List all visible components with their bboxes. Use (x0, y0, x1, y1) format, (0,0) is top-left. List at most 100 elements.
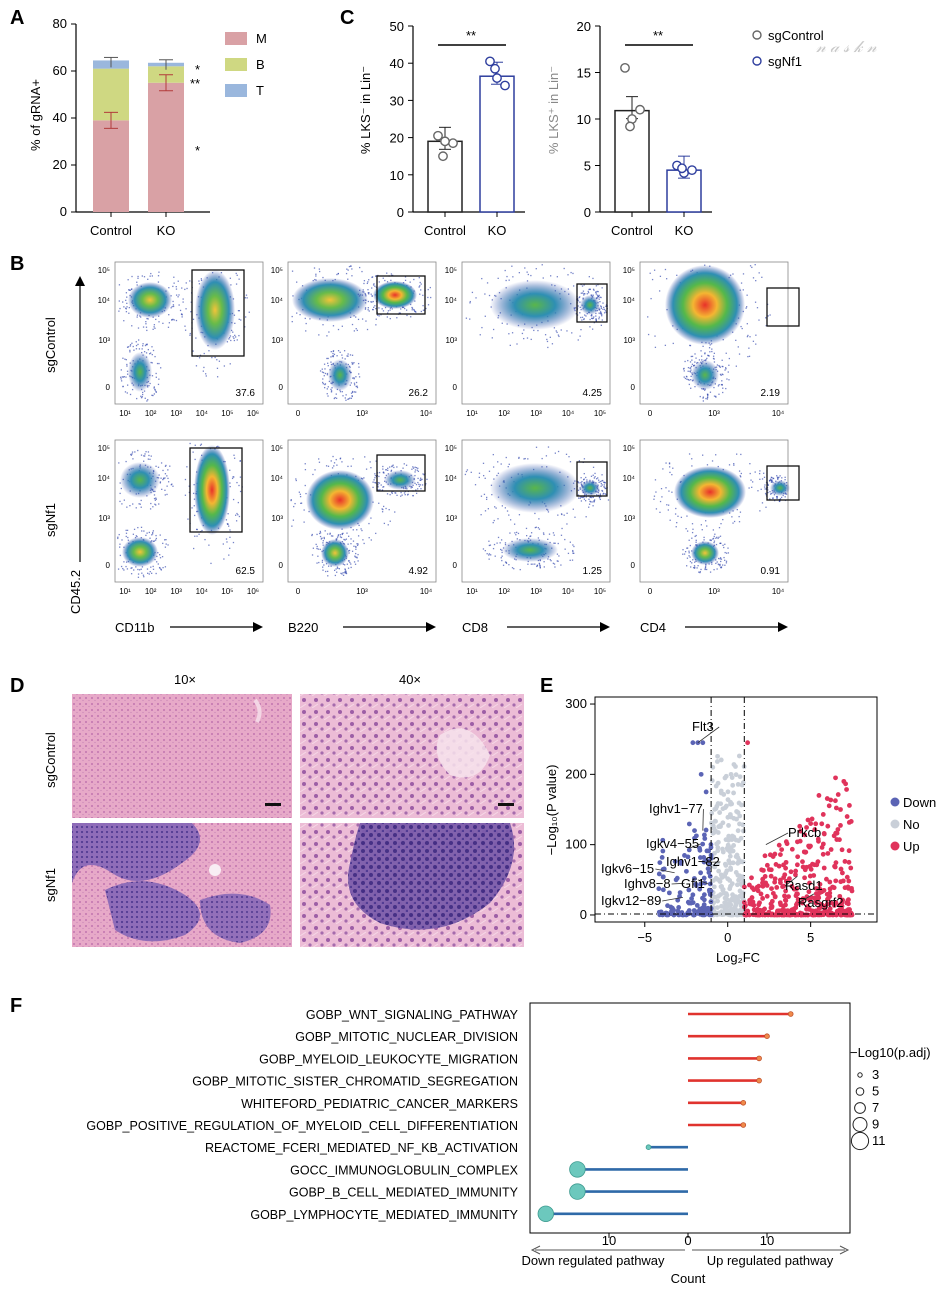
volcano-point-up (788, 869, 794, 875)
flow-event (147, 451, 150, 453)
flow-event (198, 280, 200, 282)
flow-event (647, 333, 650, 336)
flow-event (190, 311, 192, 313)
flow-event (374, 477, 376, 479)
flow-event (327, 465, 330, 467)
flow-event (146, 400, 148, 402)
flow-event (574, 516, 576, 518)
flow-event (327, 365, 329, 367)
flow-event (697, 565, 699, 567)
flow-event (382, 471, 385, 473)
flow-event (364, 456, 366, 458)
flow-event (776, 497, 778, 500)
flow-event (162, 322, 164, 325)
flow-ytick-label: 10⁵ (623, 266, 635, 275)
flow-event (121, 539, 123, 541)
flow-event (148, 573, 150, 575)
flow-event (592, 317, 594, 319)
flow-event (488, 554, 490, 556)
flow-event (464, 473, 467, 476)
flow-event (159, 554, 161, 556)
panel-letter-c: C (340, 7, 354, 29)
flow-event (337, 350, 340, 352)
flow-event (419, 484, 422, 486)
flow-event (688, 550, 690, 552)
flow-event (154, 327, 156, 329)
flow-event (150, 455, 152, 457)
flow-event (603, 306, 605, 309)
flow-event (327, 362, 329, 364)
flow-event (338, 568, 341, 570)
scale-bar-40x (498, 803, 514, 806)
flow-event (768, 480, 771, 482)
flow-event (361, 318, 364, 320)
flow-event (155, 391, 157, 393)
flow-event (583, 292, 585, 295)
volcano-point-up (845, 884, 851, 890)
flow-event (665, 278, 668, 280)
flow-event (733, 463, 735, 465)
volcano-point-down (694, 903, 700, 908)
flow-event (718, 384, 720, 386)
flow-event (709, 344, 711, 346)
flow-event (779, 498, 782, 500)
volcano-point-down (695, 910, 701, 916)
volcano-point-up (781, 883, 787, 889)
flow-xtick-label: 10¹ (466, 409, 478, 418)
flow-event (123, 499, 125, 501)
volcano-point-down (697, 855, 703, 860)
volcano-point-no (730, 892, 735, 898)
flow-event (192, 350, 194, 352)
flow-event (584, 314, 586, 316)
flow-event (765, 506, 767, 508)
flow-ytick-label: 0 (106, 561, 111, 570)
volcano-point-up (840, 878, 846, 884)
flow-ytick-label: 10³ (623, 514, 635, 523)
flow-event (659, 500, 662, 503)
flow-density (665, 265, 745, 345)
flow-event (352, 458, 354, 460)
flow-event (245, 294, 248, 296)
flow-event (325, 570, 327, 573)
flow-event (155, 318, 157, 321)
flow-event (405, 309, 408, 311)
flow-event (164, 539, 166, 541)
flow-event (598, 497, 601, 499)
flow-event (584, 293, 586, 295)
flow-density (373, 281, 417, 309)
volcano-point-no (735, 899, 740, 905)
flow-event (291, 270, 294, 272)
volcano-point-up (848, 865, 854, 871)
flow-event (414, 474, 416, 477)
volcano-point-no (713, 818, 718, 824)
flow-event (371, 276, 374, 278)
go-dot (756, 1077, 762, 1084)
flow-event (233, 457, 236, 459)
flow-event (389, 466, 391, 468)
flow-event (500, 463, 502, 465)
volcano-point-up (783, 859, 789, 865)
flow-event (689, 361, 692, 363)
go-dot (787, 1011, 794, 1017)
flow-event (189, 332, 191, 335)
flow-event (713, 395, 716, 397)
volcano-point-up (800, 859, 805, 865)
flow-gate (376, 454, 426, 492)
flow-event (410, 487, 412, 489)
flow-event (154, 389, 156, 391)
flow-event (603, 308, 606, 311)
flow-event (470, 471, 472, 473)
flow-event (353, 561, 356, 563)
volcano-point-down (671, 907, 676, 913)
volcano-point-no (733, 772, 739, 778)
flow-event (375, 324, 377, 326)
flow-event (137, 343, 139, 346)
flow-event (377, 486, 379, 488)
flow-event (688, 379, 690, 381)
flow-xtick-label: 10² (145, 587, 157, 596)
flow-event (598, 294, 600, 297)
flow-event (373, 283, 375, 285)
flow-event (223, 365, 226, 367)
panel-e-xtick-label: −5 (637, 930, 652, 945)
volcano-point-down (701, 875, 707, 881)
